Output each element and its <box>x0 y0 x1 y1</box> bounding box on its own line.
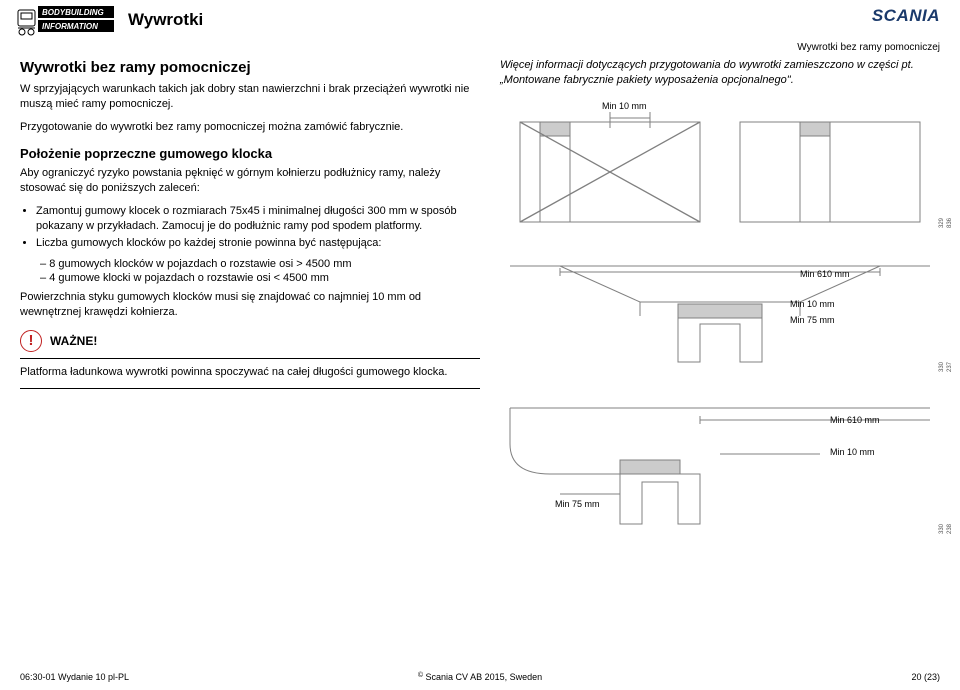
label-min75: Min 75 mm <box>790 314 835 326</box>
page-title: Wywrotki <box>128 10 203 30</box>
footer-right: 20 (23) <box>911 672 940 682</box>
bodybuilding-logo: BODYBUILDING INFORMATION <box>16 4 116 42</box>
divider <box>20 388 480 389</box>
figure-code-2: 330 237 <box>938 362 954 372</box>
para-platform: Platforma ładunkowa wywrotki powinna spo… <box>20 365 480 380</box>
warning-label: WAŻNE! <box>50 333 97 349</box>
figure-code-3: 330 238 <box>938 524 954 534</box>
dash-8-blocks: 8 gumowych klocków w pojazdach o rozstaw… <box>40 257 480 272</box>
footer-left: 06:30-01 Wydanie 10 pl-PL <box>20 672 129 682</box>
warning-icon: ! <box>20 330 42 352</box>
svg-text:INFORMATION: INFORMATION <box>42 22 98 31</box>
label-min10: Min 10 mm <box>602 100 647 112</box>
label-min75: Min 75 mm <box>555 498 600 510</box>
para-guidelines: Aby ograniczyć ryzyko powstania pęknięć … <box>20 166 480 196</box>
label-min10: Min 10 mm <box>830 446 875 458</box>
left-column: Wywrotki bez ramy pomocniczej W sprzyjaj… <box>20 58 480 544</box>
diagram-cross-detail: Min 610 mm Min 10 mm Min 75 mm 330 238 <box>500 394 940 544</box>
para-intro: W sprzyjających warunkach takich jak dob… <box>20 82 480 112</box>
footer-center: © Scania CV AB 2015, Sweden <box>418 672 542 682</box>
footer: 06:30-01 Wydanie 10 pl-PL © Scania CV AB… <box>20 672 940 682</box>
heading-sub: Położenie poprzeczne gumowego klocka <box>20 145 480 163</box>
bullet-mount: Zamontuj gumowy klocek o rozmiarach 75x4… <box>36 204 480 234</box>
diagram-top: Min 10 mm <box>500 100 940 240</box>
label-min610: Min 610 mm <box>830 414 880 426</box>
label-min610: Min 610 mm <box>800 268 850 280</box>
para-more-info: Więcej informacji dotyczących przygotowa… <box>500 58 940 88</box>
label-min10: Min 10 mm <box>790 298 835 310</box>
heading-main: Wywrotki bez ramy pomocniczej <box>20 58 480 78</box>
right-column: Więcej informacji dotyczących przygotowa… <box>500 58 940 544</box>
scania-logo: SCANIA <box>872 6 940 26</box>
bullet-count: Liczba gumowych klocków po każdej stroni… <box>36 236 480 251</box>
dash-4-blocks: 4 gumowe klocki w pojazdach o rozstawie … <box>40 271 480 286</box>
divider <box>20 358 480 359</box>
para-contact-surface: Powierzchnia styku gumowych klocków musi… <box>20 290 480 320</box>
figure-code-1: 329 836 <box>938 218 954 228</box>
para-factory: Przygotowanie do wywrotki bez ramy pomoc… <box>20 120 480 135</box>
diagram-cross-wide: Min 610 mm Min 10 mm Min 75 mm 330 237 <box>500 252 940 382</box>
section-breadcrumb: Wywrotki bez ramy pomocniczej <box>797 42 940 53</box>
svg-text:BODYBUILDING: BODYBUILDING <box>42 8 104 17</box>
